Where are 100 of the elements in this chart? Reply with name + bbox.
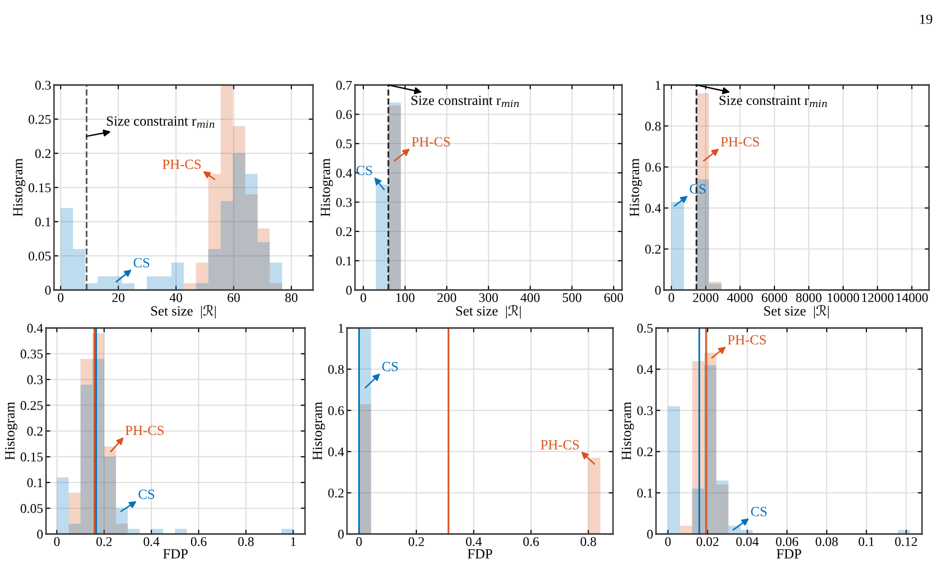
y-tick-label: 0.4 bbox=[336, 168, 352, 178]
x-tick-label: 0.6 bbox=[190, 537, 207, 546]
y-axis-title: Histogram bbox=[312, 402, 325, 460]
y-tick-label: 0.2 bbox=[27, 426, 42, 436]
y-tick-label: 0 bbox=[346, 286, 352, 295]
y-tick-label: 0.05 bbox=[28, 252, 51, 261]
x-tick-label: 2000 bbox=[693, 293, 718, 302]
annotation: CS bbox=[382, 362, 398, 372]
y-tick-label: 0.3 bbox=[637, 406, 653, 416]
y-tick-label: 0.3 bbox=[336, 198, 352, 207]
text: 19 bbox=[920, 14, 932, 24]
y-axis-title: Histogram bbox=[13, 158, 26, 216]
y-tick-label: 0.1 bbox=[27, 478, 42, 488]
y-tick-label: 0.1 bbox=[35, 217, 50, 226]
y-tick-label: 0.4 bbox=[328, 447, 344, 456]
y-tick-label: 0.3 bbox=[35, 80, 51, 90]
y-tick-label: 0.05 bbox=[20, 504, 43, 514]
y-tick-label: 0.4 bbox=[27, 324, 44, 333]
x-tick-label: 6000 bbox=[762, 293, 788, 302]
y-tick-label: 0.1 bbox=[336, 256, 352, 266]
x-tick-label: 40 bbox=[170, 293, 182, 302]
y-axis-title: Histogram bbox=[622, 402, 634, 460]
y-axis-title: Histogram bbox=[630, 158, 642, 216]
x-tick-label: 0.12 bbox=[895, 537, 917, 546]
x-axis-title: FDP bbox=[163, 549, 188, 558]
x-tick-label: 0.4 bbox=[144, 537, 160, 546]
y-tick-label: 0 bbox=[647, 530, 653, 539]
x-tick-label: 0 bbox=[58, 293, 64, 302]
y-tick-label: 0.5 bbox=[637, 324, 653, 333]
x-axis-title: Set size |ℛ| bbox=[456, 304, 521, 318]
y-tick-label: 0 bbox=[37, 530, 43, 539]
x-tick-label: 0.4 bbox=[466, 537, 482, 546]
ref-line-label: Size constraint r$_{min}$ bbox=[412, 96, 519, 108]
x-tick-label: 600 bbox=[604, 293, 624, 302]
y-tick-label: 0.2 bbox=[645, 244, 660, 254]
x-tick-label: 0 bbox=[665, 537, 671, 546]
y-tick-label: 0.2 bbox=[637, 447, 652, 456]
x-axis-title: Set size |ℛ| bbox=[151, 304, 216, 318]
x-tick-label: 10000 bbox=[828, 293, 860, 302]
y-tick-label: 0.25 bbox=[20, 401, 43, 410]
y-tick-label: 0.2 bbox=[328, 488, 344, 498]
annotation: PH-CS bbox=[540, 440, 579, 450]
y-tick-label: 0.6 bbox=[645, 162, 661, 172]
y-tick-label: 0.1 bbox=[637, 488, 652, 498]
y-tick-label: 0.8 bbox=[645, 122, 661, 131]
x-tick-label: 12000 bbox=[862, 293, 894, 302]
x-tick-label: 0.8 bbox=[238, 537, 254, 546]
y-tick-label: 0.3 bbox=[27, 375, 43, 384]
annotation: PH-CS bbox=[728, 335, 766, 344]
x-tick-label: 0.6 bbox=[523, 537, 539, 546]
x-tick-label: 14000 bbox=[896, 293, 928, 302]
y-tick-label: 0 bbox=[338, 530, 344, 539]
x-tick-label: 4000 bbox=[727, 293, 753, 302]
x-axis-title: FDP bbox=[776, 549, 802, 558]
x-axis-title: Set size |ℛ| bbox=[764, 304, 829, 318]
y-tick-label: 0.15 bbox=[28, 183, 51, 192]
x-tick-label: 8000 bbox=[796, 293, 822, 302]
y-tick-label: 0.8 bbox=[328, 365, 344, 374]
y-tick-label: 0.6 bbox=[328, 406, 344, 416]
ref-line-label: Size constraint r$_{min}$ bbox=[106, 116, 214, 128]
annotation: CS bbox=[356, 166, 372, 176]
y-tick-label: 0.35 bbox=[20, 350, 43, 359]
ref-line-label: Size constraint r$_{min}$ bbox=[720, 96, 827, 108]
x-tick-label: 400 bbox=[520, 293, 540, 302]
y-tick-label: 1 bbox=[656, 80, 660, 90]
y-tick-label: 0.4 bbox=[637, 365, 654, 374]
x-tick-label: 0 bbox=[356, 537, 362, 546]
y-tick-label: 0.4 bbox=[645, 204, 662, 213]
x-tick-label: 200 bbox=[437, 293, 456, 302]
y-tick-label: 0.2 bbox=[35, 149, 50, 158]
annotation: CS bbox=[751, 506, 767, 516]
annotation: PH-CS bbox=[162, 160, 201, 170]
x-tick-label: 0 bbox=[360, 293, 366, 302]
x-tick-label: 80 bbox=[285, 293, 298, 302]
x-axis-title: FDP bbox=[468, 549, 492, 558]
y-tick-label: 0.5 bbox=[336, 139, 352, 148]
x-tick-label: 0.02 bbox=[696, 537, 718, 546]
y-tick-label: 0.2 bbox=[336, 227, 352, 236]
x-tick-label: 300 bbox=[479, 293, 498, 302]
x-tick-label: 60 bbox=[228, 293, 240, 302]
y-tick-label: 0.6 bbox=[336, 110, 352, 120]
y-tick-label: 0 bbox=[655, 286, 661, 295]
x-tick-label: 1 bbox=[291, 537, 296, 546]
x-tick-label: 0.1 bbox=[858, 537, 874, 546]
y-tick-label: 0.15 bbox=[20, 452, 43, 462]
x-tick-label: 0 bbox=[668, 293, 674, 302]
annotation: PH-CS bbox=[125, 426, 164, 436]
x-tick-label: 0 bbox=[54, 537, 60, 546]
y-tick-label: 0.25 bbox=[28, 114, 51, 124]
y-axis-title: Histogram bbox=[320, 158, 333, 216]
x-tick-label: 0.06 bbox=[776, 537, 798, 546]
annotation: PH-CS bbox=[412, 137, 450, 146]
x-tick-label: 20 bbox=[112, 293, 124, 302]
annotation: CS bbox=[138, 490, 154, 499]
x-tick-label: 0.2 bbox=[96, 537, 112, 546]
x-tick-label: 0.8 bbox=[580, 537, 596, 546]
y-tick-label: 0 bbox=[45, 286, 51, 295]
annotation: PH-CS bbox=[720, 137, 760, 146]
x-tick-label: 0.2 bbox=[408, 537, 424, 546]
annotation: CS bbox=[134, 258, 150, 268]
